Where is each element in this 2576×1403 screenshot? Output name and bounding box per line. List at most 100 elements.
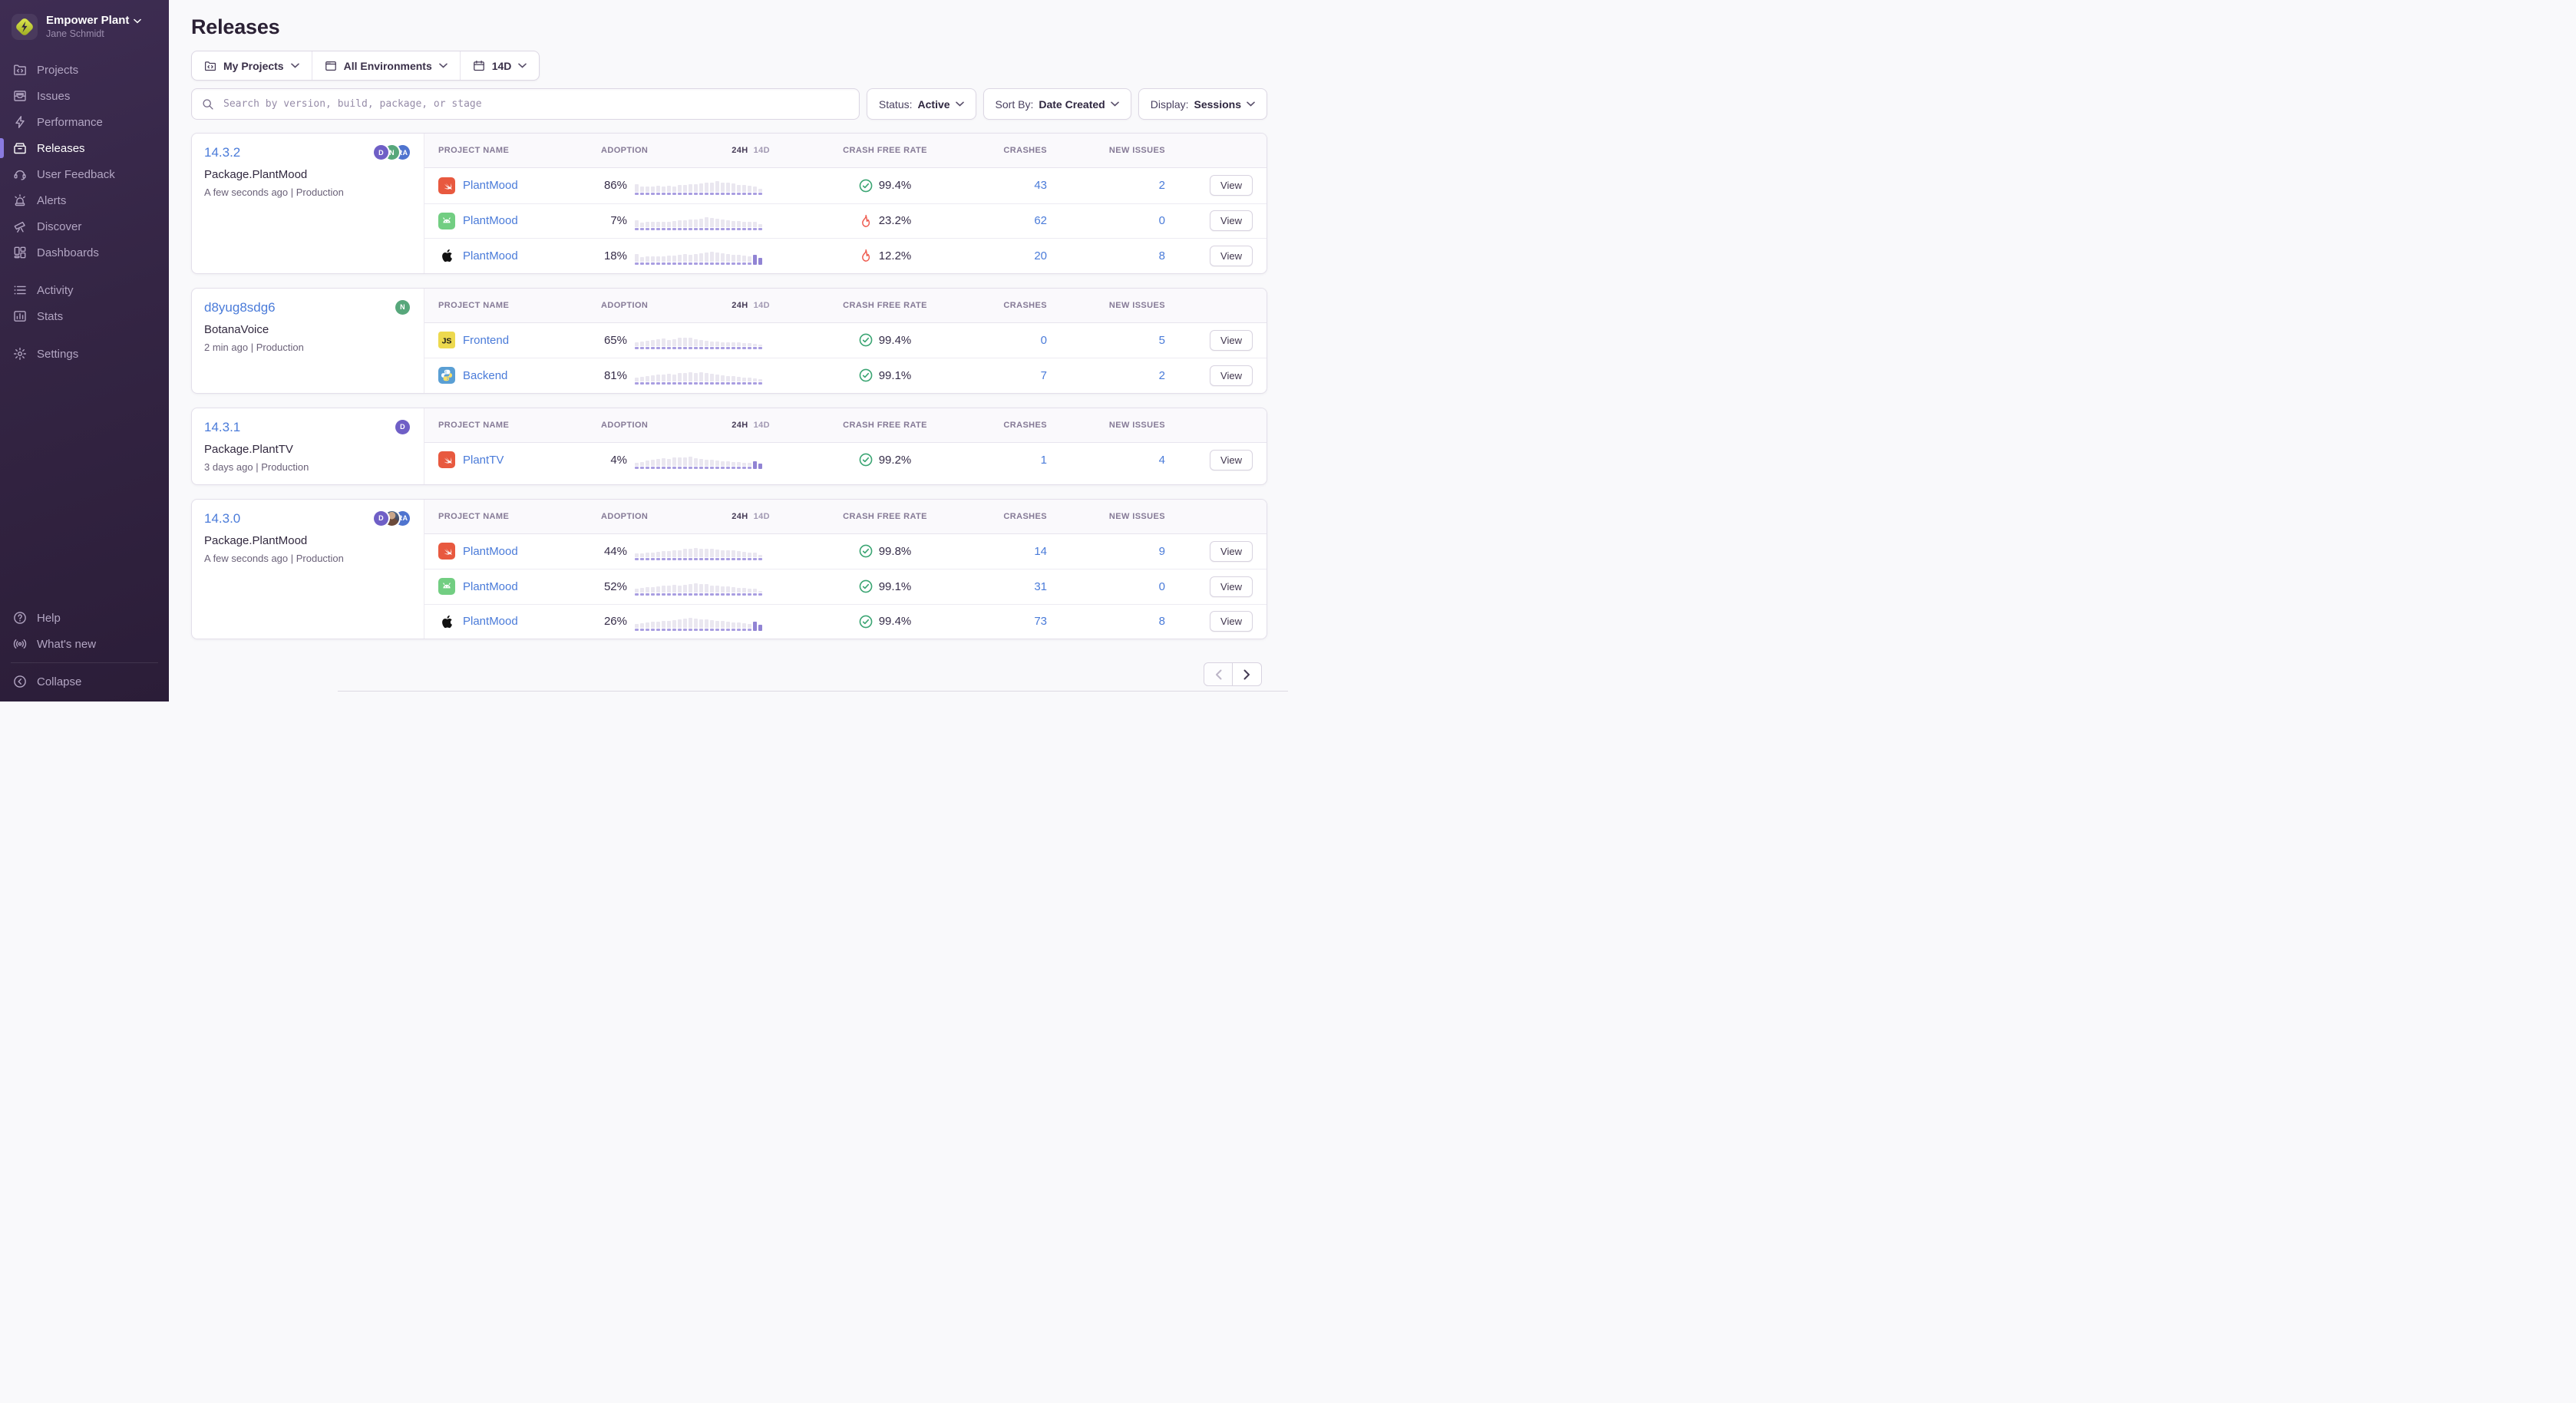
crashes-link[interactable]: 0 <box>1040 333 1047 347</box>
new-issues-link[interactable]: 9 <box>1158 544 1165 558</box>
environment-filter[interactable]: All Environments <box>311 51 460 80</box>
discover-icon <box>13 220 27 233</box>
toggle-24h[interactable]: 24H <box>732 146 748 155</box>
release-version-link[interactable]: 14.3.2 <box>204 145 241 160</box>
new-issues-link[interactable]: 0 <box>1158 214 1165 228</box>
view-button[interactable]: View <box>1210 329 1253 351</box>
new-issues-link[interactable]: 4 <box>1158 453 1165 467</box>
svg-text:JS: JS <box>442 337 452 346</box>
release-info-panel: 14.3.2 D N RA Package.PlantMood A few seco… <box>192 134 424 273</box>
crash-free-value: 12.2% <box>878 249 912 262</box>
view-button[interactable]: View <box>1210 449 1253 470</box>
column-time-range: 24H 14D <box>732 301 773 310</box>
project-row: PlantMood 86% 99.4% 43 2 View <box>424 168 1267 203</box>
column-project-name: Project Name <box>438 146 510 155</box>
search-input[interactable] <box>222 97 849 111</box>
pagination-next-button[interactable] <box>1233 662 1262 686</box>
project-link[interactable]: Frontend <box>463 333 510 347</box>
new-issues-link[interactable]: 5 <box>1158 333 1165 347</box>
sort-dropdown[interactable]: Sort By: Date Created <box>983 88 1131 120</box>
sidebar-item-discover[interactable]: Discover <box>0 213 169 239</box>
display-dropdown[interactable]: Display: Sessions <box>1138 88 1267 120</box>
sidebar-item-stats[interactable]: Stats <box>0 303 169 329</box>
release-version-link[interactable]: 14.3.1 <box>204 419 241 434</box>
new-issues-link[interactable]: 0 <box>1158 579 1165 593</box>
sidebar-item-label: Dashboards <box>37 246 99 259</box>
project-link[interactable]: PlantTV <box>463 453 504 467</box>
toggle-24h[interactable]: 24H <box>732 300 748 310</box>
view-button[interactable]: View <box>1210 245 1253 266</box>
sidebar-item-alerts[interactable]: Alerts <box>0 187 169 213</box>
toggle-14d[interactable]: 14D <box>753 146 770 155</box>
avatar: N <box>385 145 399 160</box>
table-header: Project Name Adoption 24H 14D Crash Free … <box>424 499 1267 534</box>
sidebar-item-performance[interactable]: Performance <box>0 109 169 135</box>
sidebar-item-settings[interactable]: Settings <box>0 341 169 367</box>
crashes-link[interactable]: 73 <box>1034 615 1047 629</box>
toggle-24h[interactable]: 24H <box>732 511 748 521</box>
sidebar-nav-footer: Help What's new <box>0 605 169 657</box>
column-adoption: Adoption <box>601 420 649 430</box>
crashes-link[interactable]: 7 <box>1040 368 1047 382</box>
date-range-filter[interactable]: 14D <box>459 51 540 80</box>
project-link[interactable]: PlantMood <box>463 615 518 629</box>
swift-icon <box>438 451 455 469</box>
project-link[interactable]: PlantMood <box>463 249 518 262</box>
column-new-issues: New Issues <box>1108 146 1165 155</box>
view-button[interactable]: View <box>1210 576 1253 597</box>
view-button[interactable]: View <box>1210 365 1253 386</box>
sidebar-item-releases[interactable]: Releases <box>0 135 169 161</box>
sort-value: Date Created <box>1039 97 1105 111</box>
view-button[interactable]: View <box>1210 540 1253 562</box>
sidebar-item-projects[interactable]: Projects <box>0 57 169 83</box>
adoption-chart <box>627 331 773 350</box>
project-link[interactable]: PlantMood <box>463 214 518 228</box>
column-project-name: Project Name <box>438 511 510 521</box>
activity-icon <box>13 283 27 297</box>
toggle-14d[interactable]: 14D <box>753 420 770 430</box>
sidebar-item-issues[interactable]: Issues <box>0 83 169 109</box>
alerts-icon <box>13 193 27 207</box>
sidebar-item-label: Discover <box>37 220 82 233</box>
sidebar-item-help[interactable]: Help <box>0 605 169 631</box>
new-issues-link[interactable]: 8 <box>1158 615 1165 629</box>
crashes-link[interactable]: 20 <box>1034 249 1047 262</box>
project-filter[interactable]: My Projects <box>192 51 312 80</box>
pagination-prev-button[interactable] <box>1204 662 1233 686</box>
release-version-link[interactable]: d8yug8sdg6 <box>204 299 276 315</box>
crashes-link[interactable]: 1 <box>1040 453 1047 467</box>
sidebar-item-collapse[interactable]: Collapse <box>0 668 169 695</box>
project-link[interactable]: PlantMood <box>463 179 518 193</box>
adoption-chart <box>627 212 773 230</box>
sidebar-item-activity[interactable]: Activity <box>0 277 169 303</box>
table-rows: PlantTV 4% 99.2% 1 4 View <box>424 443 1267 478</box>
view-button[interactable]: View <box>1210 210 1253 232</box>
view-button[interactable]: View <box>1210 611 1253 632</box>
sidebar-item-dashboards[interactable]: Dashboards <box>0 239 169 266</box>
project-row: PlantMood 26% 99.4% 73 8 View <box>424 603 1267 639</box>
sidebar-item-what-s-new[interactable]: What's new <box>0 631 169 657</box>
crashes-link[interactable]: 62 <box>1034 214 1047 228</box>
org-switcher[interactable]: Empower Plant Jane Schmidt <box>0 12 169 48</box>
dashboards-icon <box>13 246 27 259</box>
toggle-14d[interactable]: 14D <box>753 511 770 521</box>
project-link[interactable]: PlantMood <box>463 579 518 593</box>
toggle-24h[interactable]: 24H <box>732 420 748 430</box>
crashes-link[interactable]: 43 <box>1034 179 1047 193</box>
release-authors: N <box>395 299 411 315</box>
project-link[interactable]: Backend <box>463 368 508 382</box>
apple-icon <box>438 613 455 630</box>
status-dropdown[interactable]: Status: Active <box>866 88 976 120</box>
crashes-link[interactable]: 14 <box>1034 544 1047 558</box>
new-issues-link[interactable]: 2 <box>1158 368 1165 382</box>
new-issues-link[interactable]: 2 <box>1158 179 1165 193</box>
sidebar-item-user-feedback[interactable]: User Feedback <box>0 161 169 187</box>
toggle-14d[interactable]: 14D <box>753 300 770 310</box>
crash-free-value: 99.1% <box>878 579 912 593</box>
crashes-link[interactable]: 31 <box>1034 579 1047 593</box>
view-button[interactable]: View <box>1210 175 1253 196</box>
project-link[interactable]: PlantMood <box>463 544 518 558</box>
release-version-link[interactable]: 14.3.0 <box>204 510 241 526</box>
new-issues-link[interactable]: 8 <box>1158 249 1165 262</box>
crash-free-rate: 99.1% <box>859 579 912 593</box>
